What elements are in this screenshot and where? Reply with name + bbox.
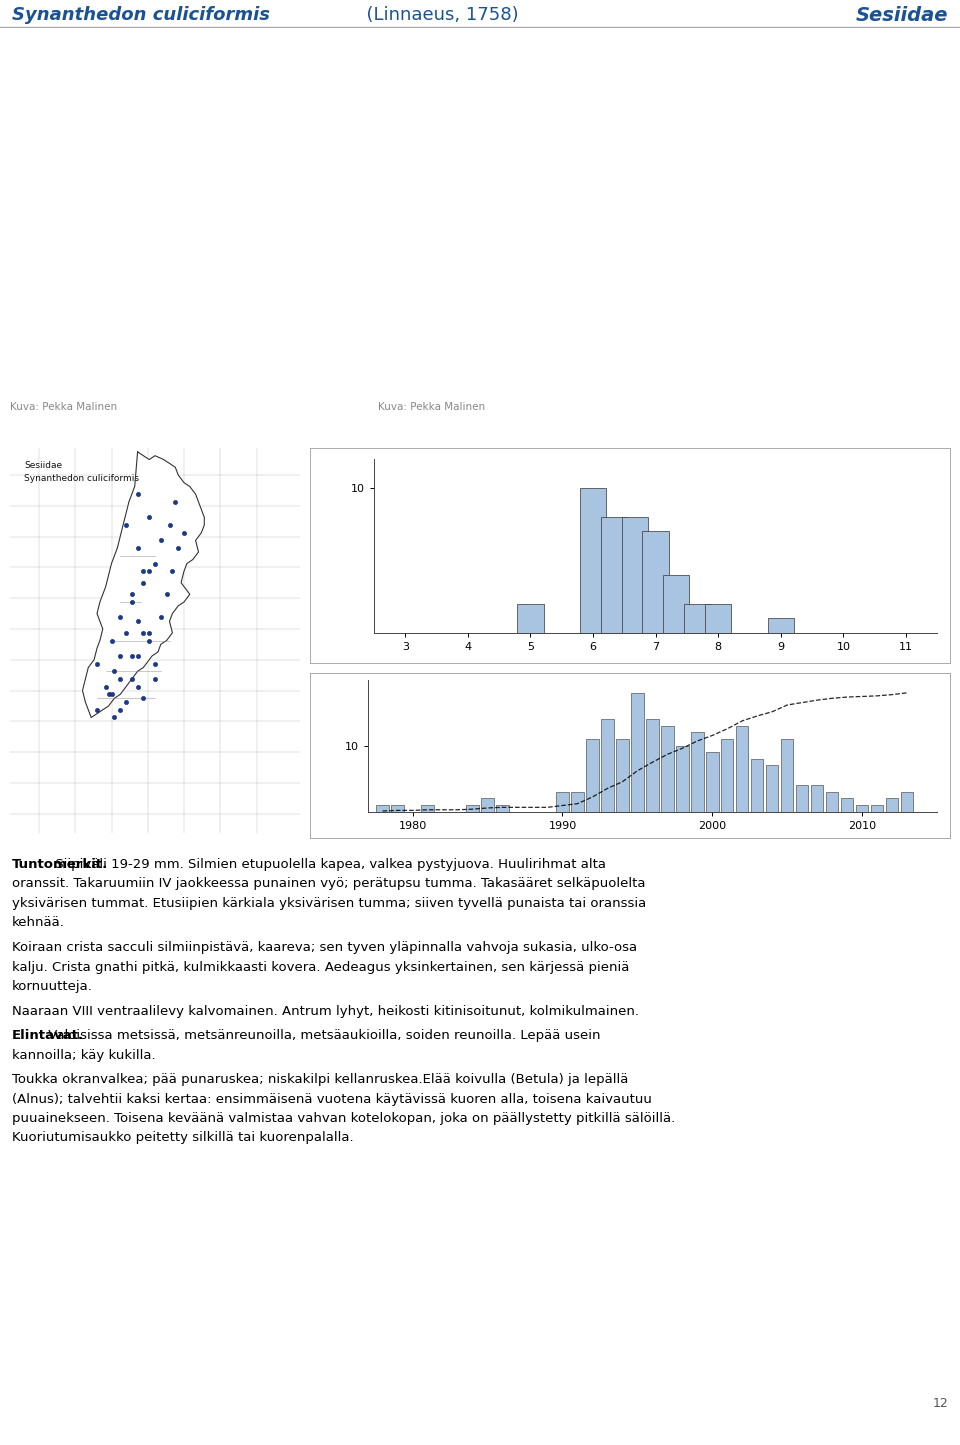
Point (89, 652, 105, 675)
Point (130, 675, 145, 698)
Point (141, 506, 156, 529)
Point (130, 610, 145, 633)
Text: Valoisissa metsissä, metsänreunoilla, metsäaukioilla, soiden reunoilla. Lepää us: Valoisissa metsissä, metsänreunoilla, me… (44, 1029, 601, 1042)
Text: Kuoriutumisaukko peitetty silkillä tai kuorenpalalla.: Kuoriutumisaukko peitetty silkillä tai k… (12, 1131, 353, 1144)
Point (112, 644, 128, 668)
Point (141, 621, 156, 644)
Point (135, 559, 151, 582)
Point (118, 513, 133, 536)
Text: 12: 12 (932, 1397, 948, 1410)
Text: Kuva: Pekka Malinen: Kuva: Pekka Malinen (10, 403, 117, 412)
Point (141, 559, 156, 582)
Text: Toukka okranvalkea; pää punaruskea; niskakilpi kellanruskea.Elää koivulla (Betul: Toukka okranvalkea; pää punaruskea; nisk… (12, 1074, 629, 1087)
Point (130, 536, 145, 559)
Point (177, 522, 192, 545)
Point (112, 605, 128, 629)
Text: Siipiväli 19-29 mm. Silmien etupuolella kapea, valkea pystyjuova. Huulirihmat al: Siipiväli 19-29 mm. Silmien etupuolella … (51, 858, 606, 871)
Point (130, 483, 145, 506)
Text: n = 55: n = 55 (394, 470, 436, 483)
Point (168, 490, 183, 513)
Point (107, 660, 122, 683)
Point (159, 582, 175, 605)
Point (112, 668, 128, 691)
Polygon shape (83, 452, 204, 718)
Point (124, 668, 139, 691)
Text: Tuntomerkit.: Tuntomerkit. (12, 858, 108, 871)
Point (162, 513, 178, 536)
Text: kalju. Crista gnathi pitkä, kulmikkaasti kovera. Aedeagus yksinkertainen, sen kä: kalju. Crista gnathi pitkä, kulmikkaasti… (12, 961, 630, 974)
Text: yksivärisen tummat. Etusiipien kärkiala yksivärisen tumma; siiven tyvellä punais: yksivärisen tummat. Etusiipien kärkiala … (12, 897, 646, 910)
Text: oranssit. Takaruumiin IV jaokkeessa punainen vyö; perätupsu tumma. Takasääret se: oranssit. Takaruumiin IV jaokkeessa puna… (12, 877, 645, 890)
Point (104, 683, 119, 707)
Text: Naaraan VIII ventraalilevy kalvomainen. Antrum lyhyt, heikosti kitinisoitunut, k: Naaraan VIII ventraalilevy kalvomainen. … (12, 1004, 639, 1017)
Point (124, 582, 139, 605)
Text: puuainekseen. Toisena keväänä valmistaa vahvan kotelokopan, joka on päällystetty: puuainekseen. Toisena keväänä valmistaa … (12, 1113, 675, 1126)
Point (147, 552, 162, 575)
Point (124, 644, 139, 668)
Point (154, 529, 169, 552)
Point (89, 698, 105, 721)
Text: kannoilla; käy kukilla.: kannoilla; käy kukilla. (12, 1049, 156, 1062)
Point (147, 652, 162, 675)
Point (118, 621, 133, 644)
Text: Sesiidae: Sesiidae (856, 6, 948, 25)
Text: n = 159: n = 159 (387, 689, 438, 702)
Point (147, 668, 162, 691)
Point (141, 629, 156, 652)
Point (112, 698, 128, 721)
Point (98, 675, 113, 698)
Point (130, 644, 145, 668)
Point (171, 536, 186, 559)
Point (124, 591, 139, 614)
Point (135, 686, 151, 709)
Text: (Linnaeus, 1758): (Linnaeus, 1758) (355, 6, 518, 25)
Text: Kuva: Pekka Malinen: Kuva: Pekka Malinen (378, 403, 485, 412)
Text: kehnää.: kehnää. (12, 916, 65, 929)
Text: Koiraan crista sacculi silmiinpistävä, kaareva; sen tyven yläpinnalla vahvoja su: Koiraan crista sacculi silmiinpistävä, k… (12, 941, 637, 954)
Text: (Alnus); talvehtii kaksi kertaa: ensimmäisenä vuotena käytävissä kuoren alla, to: (Alnus); talvehtii kaksi kertaa: ensimmä… (12, 1092, 652, 1105)
Point (135, 621, 151, 644)
Text: f_max = 10: f_max = 10 (394, 496, 467, 509)
Point (104, 629, 119, 652)
Point (101, 683, 116, 707)
Text: Elintavat.: Elintavat. (12, 1029, 84, 1042)
Text: Sesiidae
Synanthedon culiciformis: Sesiidae Synanthedon culiciformis (25, 461, 139, 483)
Point (118, 691, 133, 714)
Point (135, 571, 151, 594)
Text: Synanthedon culiciformis: Synanthedon culiciformis (12, 6, 270, 25)
Text: f_max = 18: f_max = 18 (387, 720, 460, 733)
Point (154, 605, 169, 629)
Point (107, 707, 122, 730)
Text: kornuutteja.: kornuutteja. (12, 980, 93, 993)
Point (165, 559, 180, 582)
